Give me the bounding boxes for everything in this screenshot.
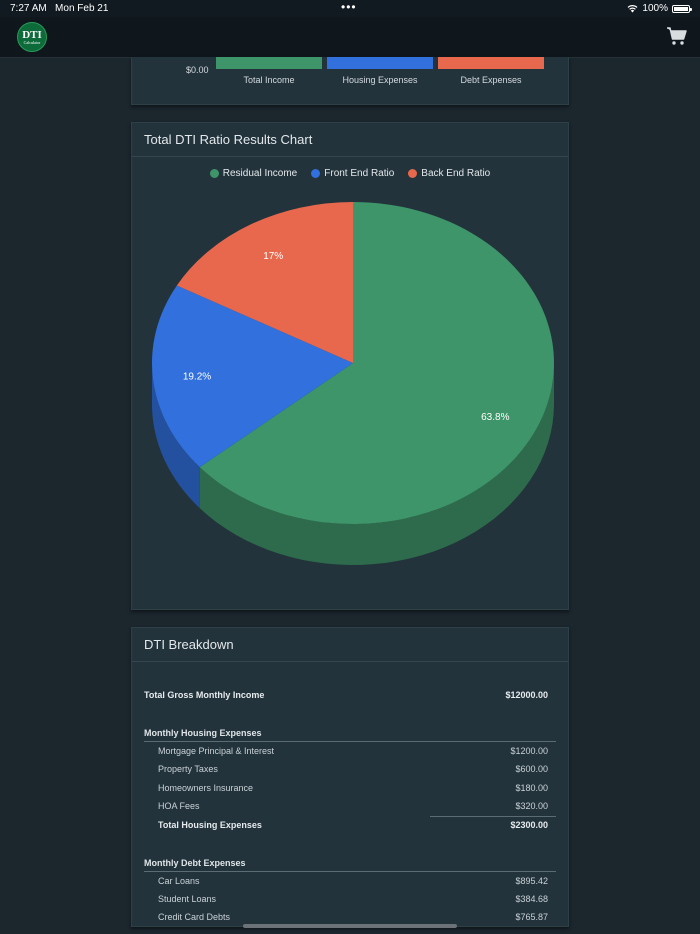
pie-chart: 63.8% 19.2% 17% [151,202,554,565]
debt-item-label: Student Loans [158,894,217,904]
gross-income-label: Total Gross Monthly Income [144,690,265,700]
bar-label-total-income: Total Income [243,75,295,85]
debt-section-title: Monthly Debt Expenses [144,858,246,868]
debt-item-row: Credit Card Debts $765.87 [144,912,548,926]
housing-item-value: $1200.00 [510,746,548,756]
housing-total-value: $2300.00 [510,820,548,830]
housing-item-row: Mortgage Principal & Interest $1200.00 [144,746,548,760]
housing-total-label: Total Housing Expenses [158,820,262,830]
legend-dot-back-end-ratio [408,169,418,178]
pie-slice-front-end-ratio[interactable] [151,285,353,468]
status-indicators: 100% [627,3,692,14]
debt-item-row: Student Loans $384.68 [144,894,548,908]
legend-dot-front-end-ratio [311,169,321,178]
legend-item-front-end-ratio[interactable]: Front End Ratio [311,168,394,179]
housing-item-row: HOA Fees $320.00 [144,801,548,815]
debt-item-row: Car Loans $895.42 [144,876,548,890]
income-expenses-chart-card: $0.00 Total Income Housing Expenses Debt… [131,57,569,105]
pie-legend: Residual Income Front End Ratio Back End… [132,168,568,179]
status-time: 7:27 AM Mon Feb 21 [10,3,108,14]
pie-slice-back-end-ratio[interactable] [176,202,353,363]
legend-label-back-end-ratio: Back End Ratio [421,168,491,179]
legend-label-residual-income: Residual Income [222,168,298,179]
bar-label-debt-expenses: Debt Expenses [460,75,522,85]
clock-date: Mon Feb 21 [55,3,109,14]
nav-bar: DTI Calculator [0,17,700,58]
pie-wall-1 [152,363,200,509]
wifi-icon [628,5,638,13]
pie-label-back-end-ratio: 17% [263,251,283,262]
housing-divider [144,741,556,742]
y-axis-zero-label: $0.00 [186,65,209,75]
multitasking-dots-icon[interactable]: ••• [341,0,357,14]
app-logo[interactable]: DTI Calculator [17,22,47,52]
bar-housing-expenses [327,57,433,69]
housing-item-label: Mortgage Principal & Interest [158,746,275,756]
clock-time: 7:27 AM [10,3,47,14]
home-indicator[interactable] [243,924,457,928]
logo-subtext: Calculator [23,39,41,45]
debt-item-label: Credit Card Debts [158,912,231,922]
cart-icon[interactable] [666,25,688,47]
housing-item-label: Property Taxes [158,764,218,774]
debt-item-value: $384.68 [515,894,548,904]
dti-breakdown-card: DTI Breakdown Total Gross Monthly Income… [131,627,569,927]
debt-item-value: $765.87 [515,912,548,922]
pie-label-residual-income: 63.8% [481,412,509,423]
housing-total-divider [430,816,556,817]
legend-label-front-end-ratio: Front End Ratio [324,168,395,179]
housing-total-row: Total Housing Expenses $2300.00 [144,820,548,834]
legend-item-back-end-ratio[interactable]: Back End Ratio [408,168,490,179]
housing-section-title: Monthly Housing Expenses [144,728,262,738]
bar-total-income [216,57,322,69]
legend-item-residual-income[interactable]: Residual Income [209,168,298,179]
debt-divider [144,871,556,872]
gross-income-row: Total Gross Monthly Income $12000.00 [144,690,548,704]
logo-text: DTI [22,28,42,41]
pie-wall-0 [199,363,554,565]
housing-item-value: $320.00 [515,801,548,811]
debt-item-value: $895.42 [515,876,548,886]
pie-slice-residual-income[interactable] [199,202,554,524]
pie-label-front-end-ratio: 19.2% [183,372,211,383]
housing-item-value: $180.00 [515,783,548,793]
housing-item-value: $600.00 [515,764,548,774]
legend-dot-residual-income [209,169,219,178]
gross-income-value: $12000.00 [505,690,548,700]
bar-label-housing-expenses: Housing Expenses [342,75,418,85]
breakdown-title: DTI Breakdown [132,628,568,662]
battery-percent: 100% [642,3,668,14]
pie-card-title: Total DTI Ratio Results Chart [132,123,568,157]
housing-item-row: Homeowners Insurance $180.00 [144,783,548,797]
housing-item-label: Homeowners Insurance [158,783,254,793]
status-bar: 7:27 AM Mon Feb 21 ••• 100% [0,0,700,17]
bar-debt-expenses [438,57,544,69]
battery-icon [672,4,692,13]
housing-item-label: HOA Fees [158,801,200,811]
dti-ratio-chart-card: Total DTI Ratio Results Chart Residual I… [131,122,569,610]
debt-item-label: Car Loans [158,876,200,886]
housing-item-row: Property Taxes $600.00 [144,764,548,778]
